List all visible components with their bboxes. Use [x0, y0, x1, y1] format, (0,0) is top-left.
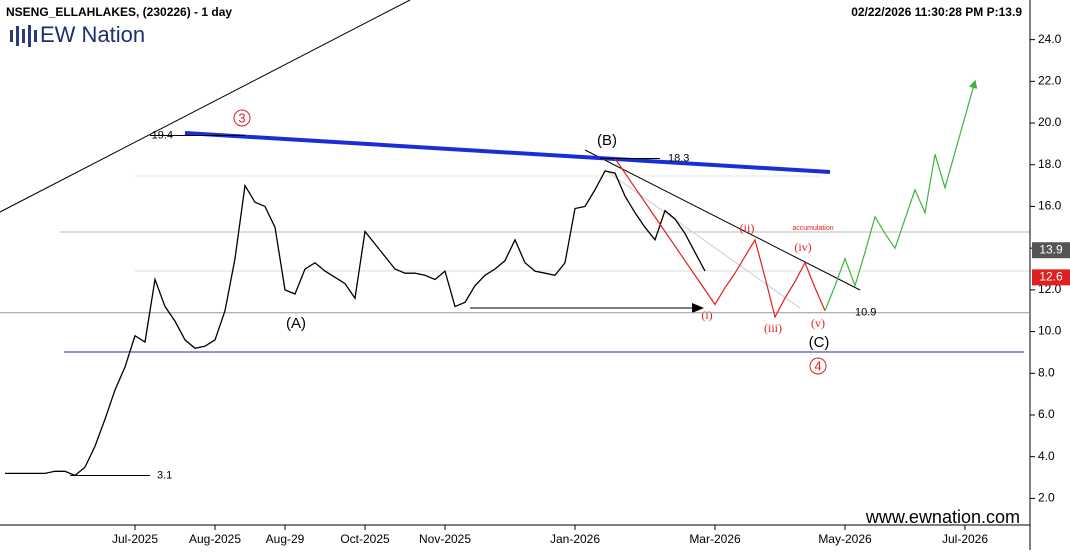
price-tag-label: 12.6 — [1039, 270, 1063, 284]
timestamp: 02/22/2026 11:30:28 PM P:13.9 — [851, 5, 1022, 19]
level-label: 10.9 — [855, 307, 876, 319]
level-label: 18.3 — [668, 152, 689, 164]
y-tick-label: 10.0 — [1038, 324, 1062, 338]
series-line — [824, 79, 978, 311]
x-tick-label: Jul-2026 — [942, 532, 988, 546]
wave-label: (ii) — [740, 221, 755, 235]
y-tick-label: 16.0 — [1038, 199, 1062, 213]
wave-label: (iv) — [794, 240, 811, 254]
wave-label: (C) — [809, 334, 830, 351]
series-line — [5, 170, 706, 477]
website: www.ewnation.com — [865, 507, 1020, 527]
symbol: NSENG_ELLAHLAKES, (230226) - 1 day — [6, 5, 232, 19]
y-tick-label: 4.0 — [1038, 449, 1055, 463]
wave-label: (i) — [701, 308, 712, 322]
level-label: 19.4 — [152, 129, 173, 141]
y-tick-label: 8.0 — [1038, 365, 1055, 379]
x-tick-label: Mar-2026 — [689, 532, 741, 546]
trend-line — [0, 0, 411, 213]
wave-label: (A) — [286, 315, 306, 332]
x-tick-label: Nov-2025 — [419, 532, 471, 546]
x-tick-label: Jan-2026 — [550, 532, 600, 546]
price-tag-label: 13.9 — [1039, 242, 1063, 256]
x-tick-label: Oct-2025 — [340, 532, 390, 546]
y-tick-label: 24.0 — [1038, 32, 1062, 46]
series-line — [614, 158, 826, 319]
wave-label: (iii) — [764, 321, 782, 335]
x-tick-label: Aug-2025 — [189, 532, 241, 546]
level-label: 3.1 — [157, 469, 172, 481]
wave-label: (v) — [811, 316, 825, 330]
channel-line — [584, 149, 861, 291]
wave-circle — [809, 357, 827, 375]
x-tick-label: Aug-29 — [266, 532, 305, 546]
note: accumulation — [792, 225, 833, 232]
wave-label: 3 — [238, 110, 245, 125]
wave-label: 4 — [814, 358, 821, 373]
wave-label: (B) — [597, 132, 617, 149]
price-tag — [1032, 242, 1070, 259]
x-tick-label: Jul-2025 — [112, 532, 158, 546]
wave-circle — [233, 109, 251, 127]
logo-bars — [10, 25, 37, 47]
price-tag — [1032, 269, 1070, 286]
y-tick-label: 2.0 — [1038, 491, 1055, 505]
x-tick-label: May-2026 — [818, 532, 872, 546]
y-tick-label: 18.0 — [1038, 157, 1062, 171]
trend-line — [184, 131, 831, 174]
plot-area — [0, 0, 1030, 353]
y-tick-label: 20.0 — [1038, 115, 1062, 129]
y-tick-label: 6.0 — [1038, 407, 1055, 421]
y-tick-label: 22.0 — [1038, 74, 1062, 88]
arrowhead — [692, 303, 704, 313]
channel-line — [604, 169, 801, 309]
logo: EW Nation — [40, 22, 145, 47]
y-tick-label: 12.0 — [1038, 282, 1062, 296]
